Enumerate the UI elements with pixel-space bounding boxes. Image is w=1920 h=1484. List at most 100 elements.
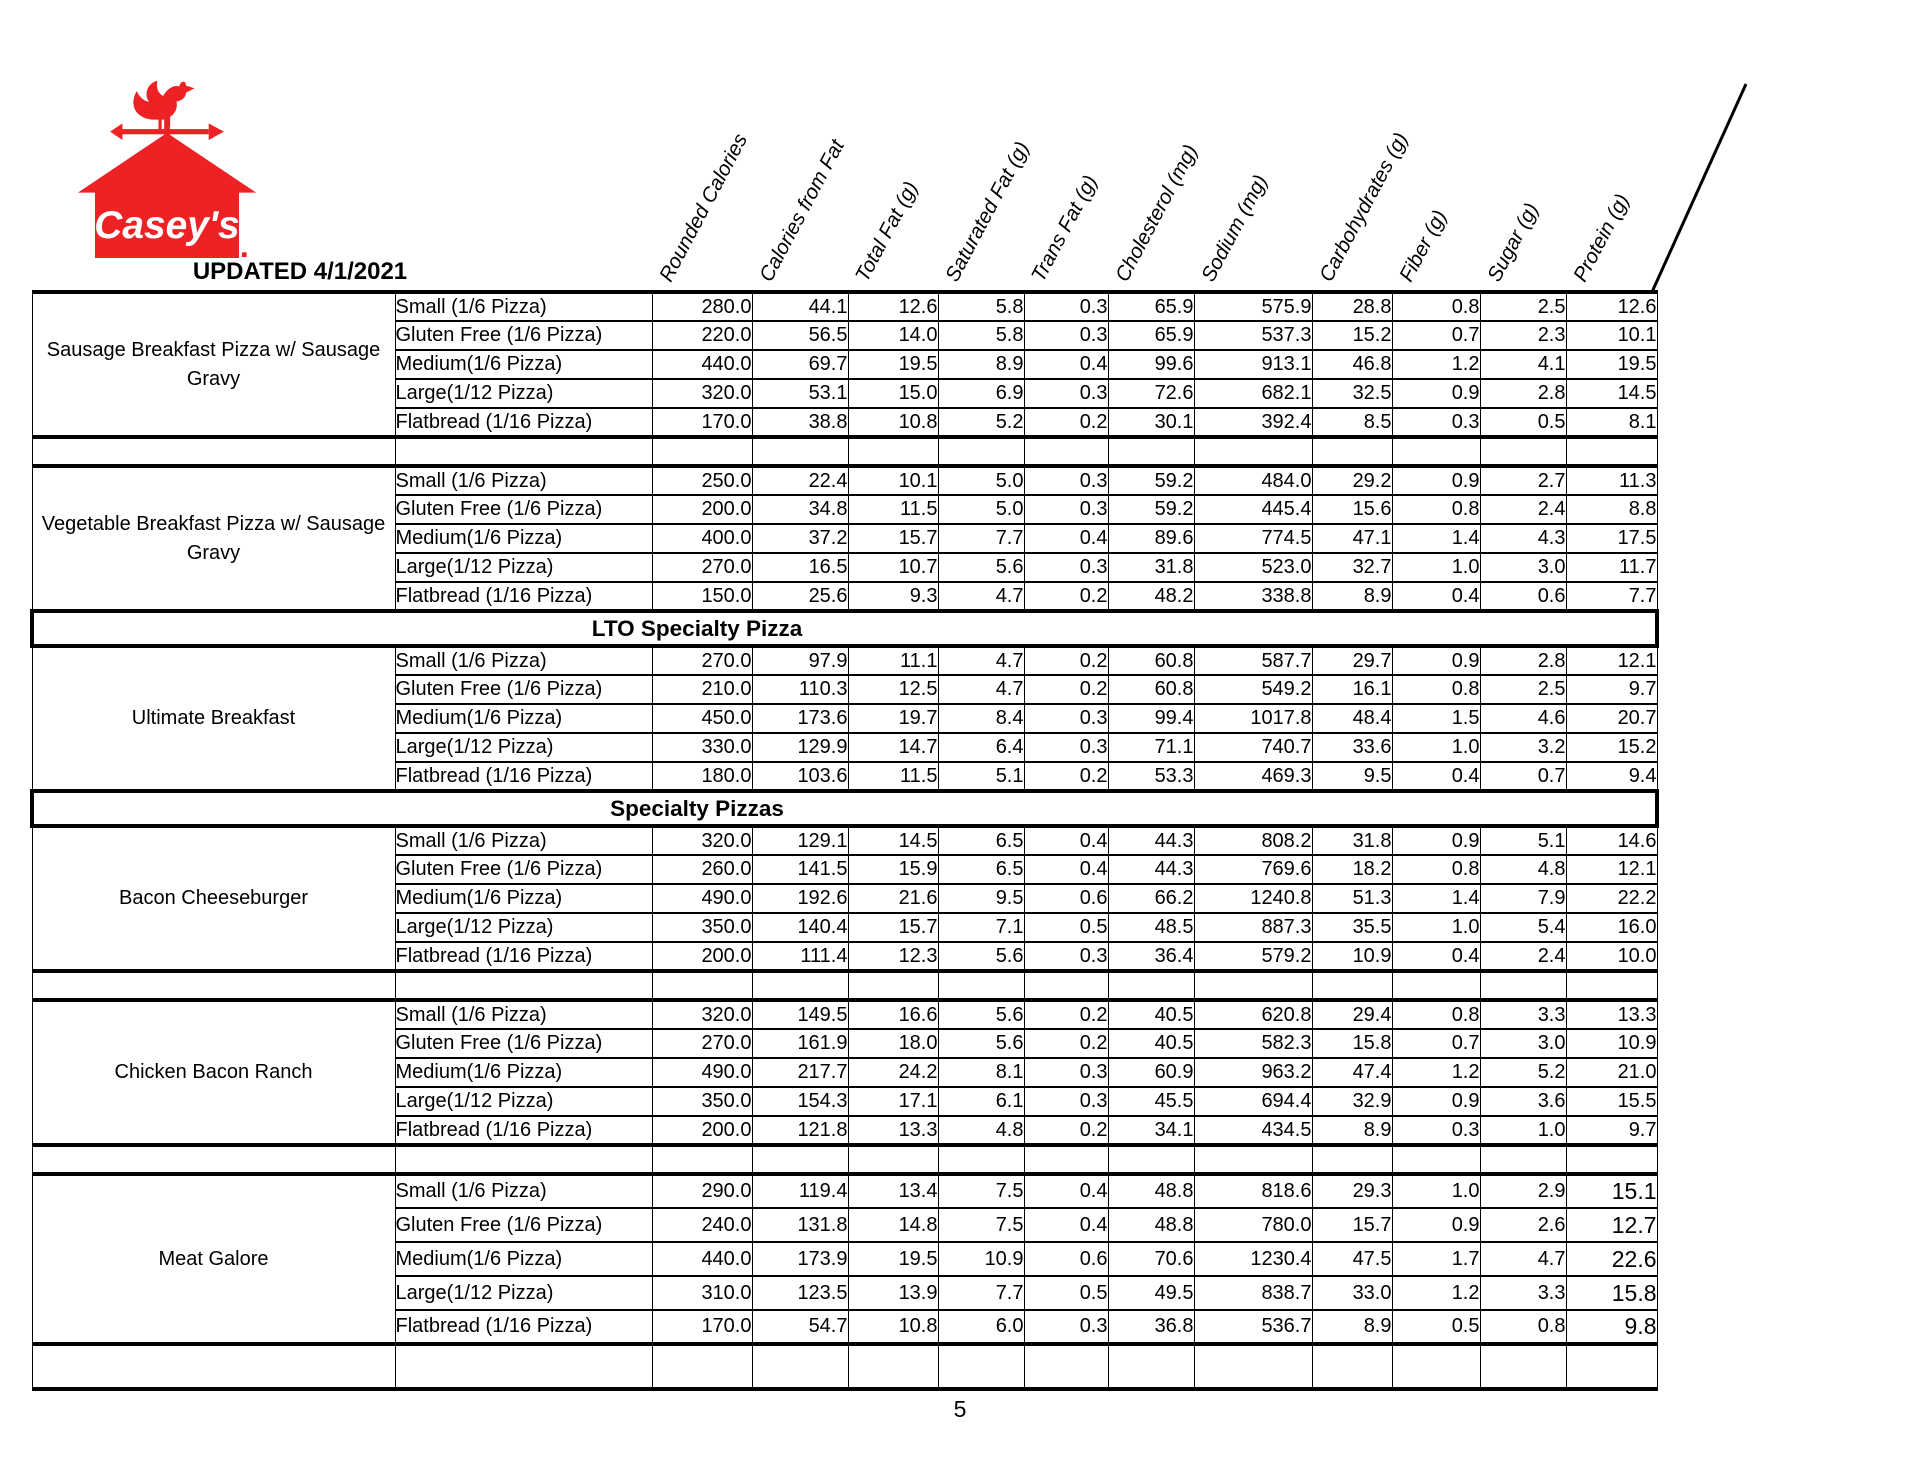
nutrition-value-cell: 0.9	[1391, 378, 1481, 409]
spacer-cell	[1391, 1143, 1481, 1175]
row-size-label: Small (1/6 Pizza)	[394, 998, 653, 1030]
nutrition-value-cell: 17.5	[1565, 523, 1658, 554]
nutrition-value-cell: 19.5	[847, 349, 939, 380]
column-header-label: Total Fat (g)	[850, 177, 923, 286]
column-header-label: Protein (g)	[1568, 190, 1635, 286]
nutrition-value-cell: 29.2	[1311, 464, 1393, 496]
column-header-label: Fiber (g)	[1394, 206, 1452, 286]
nutrition-value-cell: 15.9	[847, 854, 939, 885]
nutrition-value-cell: 103.6	[751, 761, 849, 792]
spacer-cell	[1107, 969, 1195, 1001]
nutrition-value-cell: 22.4	[751, 464, 849, 496]
nutrition-value-cell: 14.0	[847, 320, 939, 351]
nutrition-value-cell: 5.2	[937, 407, 1025, 438]
row-size-label: Gluten Free (1/6 Pizza)	[394, 320, 653, 351]
table-row: Medium(1/6 Pizza) 440.0 173.9 19.5 10.9 0.6 70…	[32, 1241, 1658, 1277]
nutrition-value-cell: 9.7	[1565, 674, 1658, 705]
nutrition-value-cell: 48.8	[1107, 1207, 1195, 1243]
nutrition-value-cell: 9.7	[1565, 1115, 1658, 1146]
nutrition-value-cell: 5.1	[1479, 824, 1567, 856]
nutrition-value-cell: 3.0	[1479, 1028, 1567, 1059]
nutrition-value-cell: 450.0	[651, 703, 753, 734]
row-size-label: Medium(1/6 Pizza)	[394, 1241, 653, 1277]
nutrition-value-cell: 1240.8	[1193, 883, 1313, 914]
nutrition-value-cell: 5.0	[937, 494, 1025, 525]
table-row: Gluten Free (1/6 Pizza) 260.0 141.5 15.9 6.5…	[32, 854, 1658, 885]
row-size-label: Gluten Free (1/6 Pizza)	[394, 1028, 653, 1059]
nutrition-value-cell: 582.3	[1193, 1028, 1313, 1059]
table-row: Large(1/12 Pizza) 350.0 154.3 17.1 6.1 0.3 45.…	[32, 1086, 1658, 1117]
nutrition-value-cell: 21.0	[1565, 1057, 1658, 1088]
column-header-label: Carbohydrates (g)	[1314, 128, 1413, 286]
nutrition-value-cell: 60.9	[1107, 1057, 1195, 1088]
nutrition-value-cell: 440.0	[651, 1241, 753, 1277]
nutrition-value-cell: 769.6	[1193, 854, 1313, 885]
nutrition-value-cell: 0.3	[1023, 494, 1109, 525]
nutrition-value-cell: 13.4	[847, 1172, 939, 1209]
nutrition-value-cell: 12.1	[1565, 854, 1658, 885]
updated-date-label: UPDATED 4/1/2021	[192, 258, 408, 285]
row-size-label: Flatbread (1/16 Pizza)	[394, 1309, 653, 1345]
nutrition-value-cell: 0.4	[1391, 581, 1481, 612]
nutrition-value-cell: 0.7	[1479, 761, 1567, 792]
nutrition-value-cell: 49.5	[1107, 1275, 1195, 1311]
group-name-cell: Bacon Cheeseburger	[31, 824, 396, 972]
nutrition-value-cell: 32.7	[1311, 552, 1393, 583]
nutrition-value-cell: 0.4	[1023, 854, 1109, 885]
nutrition-value-cell: 0.3	[1023, 290, 1109, 322]
table-row: Large(1/12 Pizza) 320.0 53.1 15.0 6.9 0.3 72.6…	[32, 378, 1658, 409]
nutrition-value-cell: 270.0	[651, 1028, 753, 1059]
nutrition-value-cell: 8.9	[1311, 581, 1393, 612]
nutrition-value-cell: 59.2	[1107, 494, 1195, 525]
nutrition-value-cell: 774.5	[1193, 523, 1313, 554]
row-size-label: Medium(1/6 Pizza)	[394, 523, 653, 554]
nutrition-value-cell: 9.5	[1311, 761, 1393, 792]
nutrition-value-cell: 490.0	[651, 1057, 753, 1088]
column-header-label: Trans Fat (g)	[1026, 171, 1103, 286]
nutrition-value-cell: 44.3	[1107, 854, 1195, 885]
spacer-cell	[1193, 969, 1313, 1001]
nutrition-value-cell: 110.3	[751, 674, 849, 705]
nutrition-value-cell: 48.5	[1107, 912, 1195, 943]
spacer-cell	[1565, 1342, 1658, 1391]
nutrition-value-cell: 434.5	[1193, 1115, 1313, 1146]
nutrition-value-cell: 10.1	[847, 464, 939, 496]
nutrition-value-cell: 129.9	[751, 732, 849, 763]
spacer-cell	[651, 435, 753, 467]
nutrition-value-cell: 4.8	[937, 1115, 1025, 1146]
spacer-cell	[1565, 969, 1658, 1001]
nutrition-value-cell: 60.8	[1107, 674, 1195, 705]
group-name-cell: Chicken Bacon Ranch	[31, 998, 396, 1146]
nutrition-value-cell: 35.5	[1311, 912, 1393, 943]
section-header-cell: LTO Specialty Pizza	[30, 609, 1659, 647]
row-size-label: Small (1/6 Pizza)	[394, 824, 653, 856]
nutrition-value-cell: 56.5	[751, 320, 849, 351]
nutrition-value-cell: 48.8	[1107, 1172, 1195, 1209]
spacer-cell	[1565, 1143, 1658, 1175]
spacer-cell	[1023, 435, 1109, 467]
nutrition-value-cell: 10.0	[1565, 941, 1658, 972]
nutrition-value-cell: 173.9	[751, 1241, 849, 1277]
nutrition-value-cell: 16.0	[1565, 912, 1658, 943]
nutrition-value-cell: 180.0	[651, 761, 753, 792]
nutrition-value-cell: 149.5	[751, 998, 849, 1030]
nutrition-value-cell: 260.0	[651, 854, 753, 885]
nutrition-value-cell: 490.0	[651, 883, 753, 914]
spacer-row	[31, 969, 1658, 1001]
nutrition-value-cell: 5.2	[1479, 1057, 1567, 1088]
nutrition-value-cell: 0.9	[1391, 824, 1481, 856]
nutrition-value-cell: 740.7	[1193, 732, 1313, 763]
nutrition-value-cell: 350.0	[651, 1086, 753, 1117]
nutrition-value-cell: 1.2	[1391, 1057, 1481, 1088]
row-size-label: Flatbread (1/16 Pizza)	[394, 941, 653, 972]
nutrition-value-cell: 6.0	[937, 1309, 1025, 1345]
nutrition-value-cell: 4.1	[1479, 349, 1567, 380]
nutrition-value-cell: 963.2	[1193, 1057, 1313, 1088]
nutrition-value-cell: 0.6	[1023, 883, 1109, 914]
nutrition-value-cell: 2.9	[1479, 1172, 1567, 1209]
table-row: Gluten Free (1/6 Pizza) 240.0 131.8 14.8 7.5…	[32, 1207, 1658, 1243]
nutrition-value-cell: 18.0	[847, 1028, 939, 1059]
nutrition-value-cell: 0.8	[1391, 290, 1481, 322]
nutrition-value-cell: 0.3	[1023, 320, 1109, 351]
row-size-label: Medium(1/6 Pizza)	[394, 1057, 653, 1088]
